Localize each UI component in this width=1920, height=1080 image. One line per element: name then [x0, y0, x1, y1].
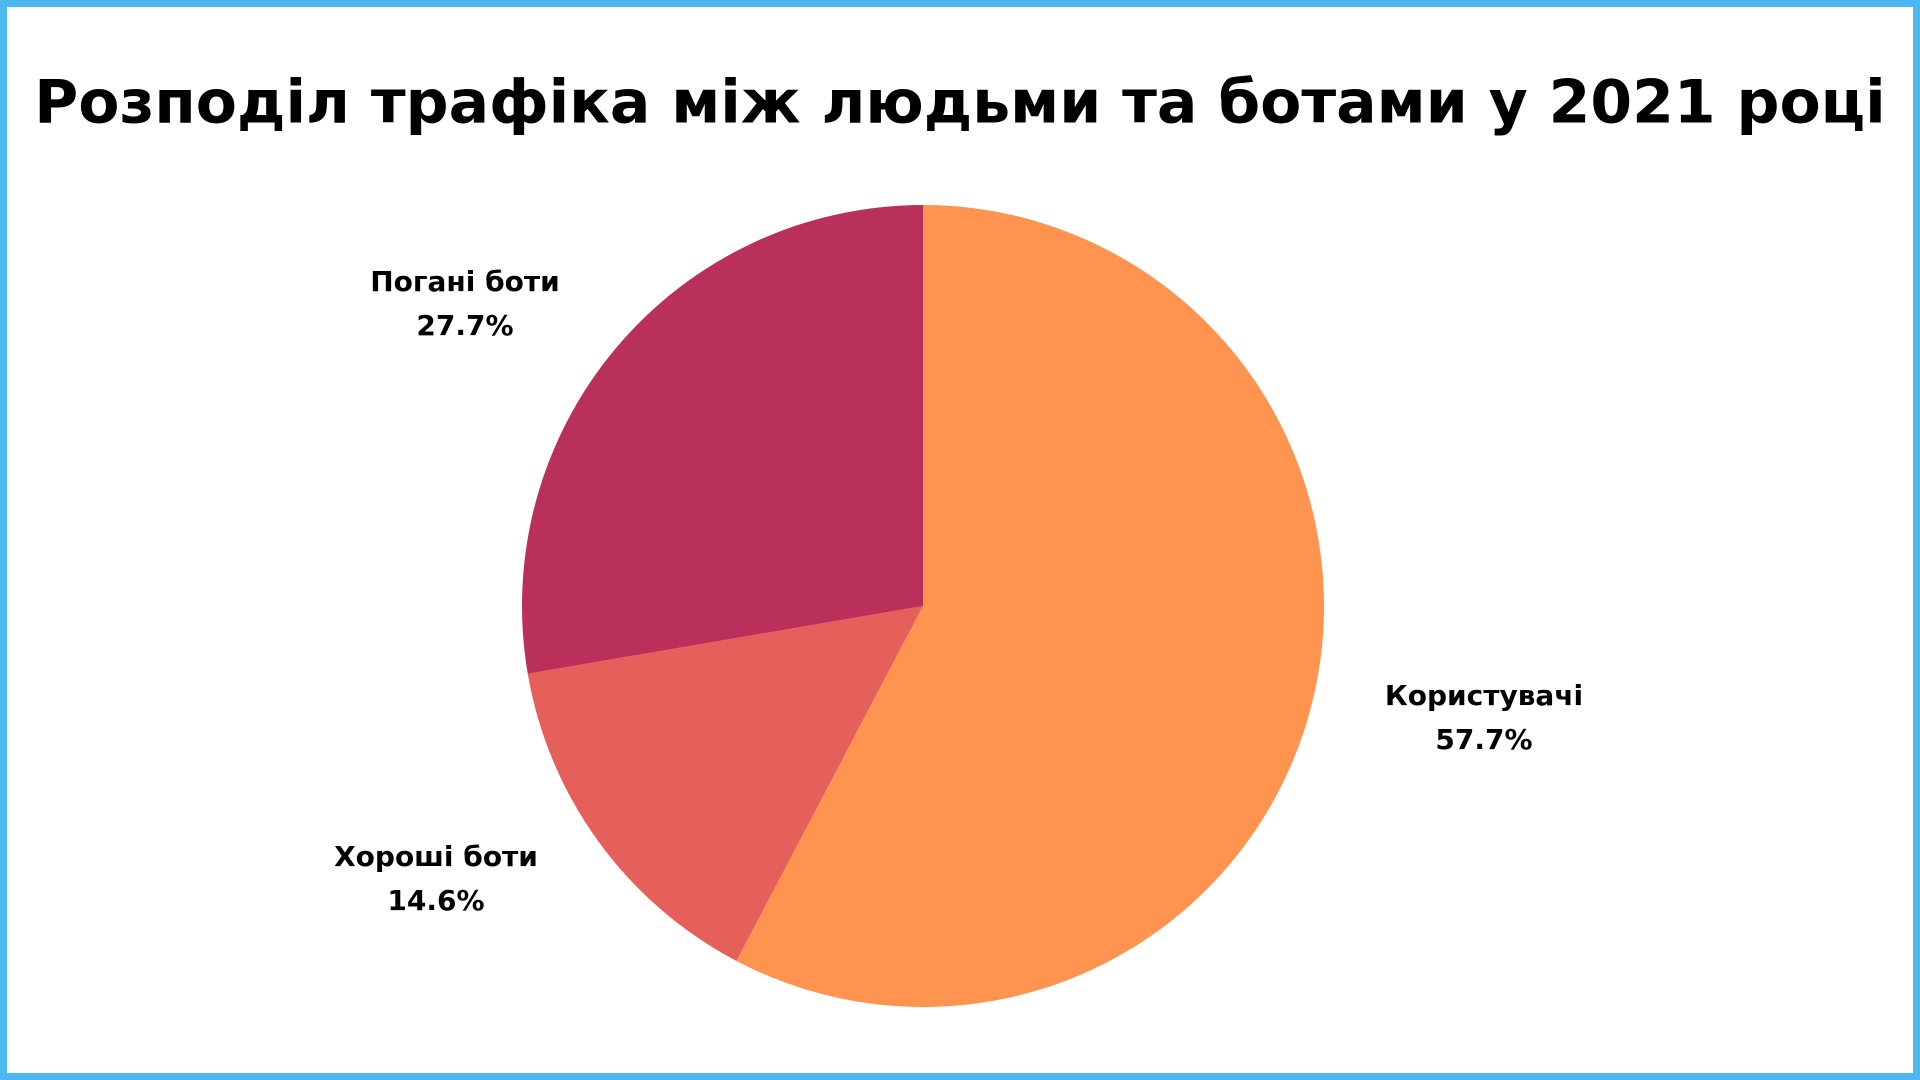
slice-label: Погані боти: [370, 265, 560, 298]
slice-value: 14.6%: [387, 884, 484, 917]
slice-label: Хороші боти: [334, 840, 538, 873]
slice-value: 57.7%: [1435, 723, 1532, 756]
pie-slice: [522, 205, 923, 674]
slice-label: Користувачі: [1385, 679, 1583, 712]
pie-slice: [736, 205, 1324, 1008]
slice-value: 27.7%: [416, 309, 513, 342]
pie-slice: [527, 606, 923, 961]
chart-title: Розподіл трафіка між людьми та ботами у …: [34, 68, 1885, 138]
